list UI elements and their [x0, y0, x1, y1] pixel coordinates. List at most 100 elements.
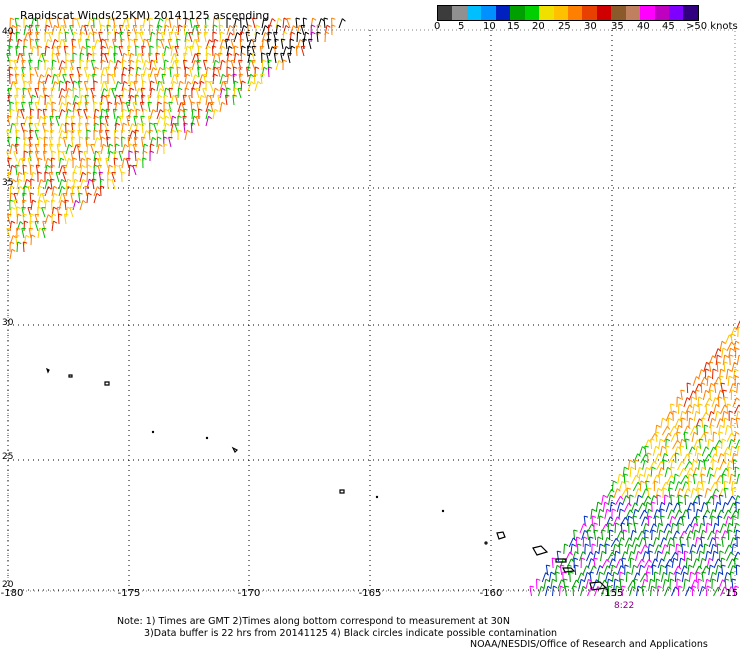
- wind-barb-flag: [39, 199, 44, 203]
- wind-barb-flag: [708, 361, 714, 364]
- wind-barb-flag: [677, 439, 681, 444]
- wind-barb-flag: [331, 17, 336, 20]
- wind-barb-flag: [720, 453, 725, 457]
- note-line-3: NOAA/NESDIS/Office of Research and Appli…: [470, 639, 708, 650]
- wind-barb-flag: [200, 80, 205, 84]
- wind-barb-flag: [80, 59, 85, 62]
- wind-barb: [636, 586, 639, 597]
- wind-barb: [28, 81, 32, 92]
- wind-barb-flag: [735, 509, 739, 514]
- wind-barb: [665, 502, 670, 513]
- wind-barb: [645, 565, 650, 576]
- wind-barb: [121, 109, 124, 120]
- wind-barb-flag: [723, 410, 728, 414]
- wind-barb-flag: [124, 144, 129, 148]
- wind-barb: [134, 94, 137, 106]
- wind-barb-flag: [149, 122, 154, 125]
- wind-barb-flag: [15, 45, 20, 48]
- wind-barb-flag: [72, 17, 77, 20]
- wind-barb: [727, 495, 733, 506]
- wind-barb: [735, 320, 740, 331]
- wind-barb-flag: [683, 530, 688, 535]
- wind-barb: [90, 88, 95, 99]
- wind-barb: [722, 355, 726, 366]
- wind-barb: [9, 144, 13, 155]
- wind-barb: [209, 95, 214, 106]
- wind-barb-flag: [701, 466, 706, 470]
- wind-barb-flag: [221, 87, 226, 91]
- wind-barb-flag: [57, 17, 62, 20]
- wind-barb-flag: [723, 523, 727, 527]
- wind-barb: [7, 158, 11, 169]
- wind-barb: [663, 432, 670, 443]
- wind-barb-flag: [145, 130, 150, 134]
- wind-barb: [184, 66, 186, 78]
- wind-barb-flag: [713, 431, 718, 435]
- wind-barb: [254, 32, 258, 43]
- wind-barb-flag: [724, 586, 728, 590]
- wind-barb: [29, 73, 32, 85]
- wind-barb-flag: [699, 459, 704, 463]
- wind-barb: [233, 87, 236, 99]
- wind-barb-flag: [93, 129, 98, 132]
- wind-barb-flag: [311, 31, 316, 35]
- wind-barb-flag: [214, 87, 219, 91]
- wind-barb: [55, 172, 60, 183]
- wind-barb: [630, 502, 636, 513]
- wind-barb-flag: [11, 220, 16, 224]
- wind-barb-flag: [134, 129, 140, 132]
- wind-barb-flag: [26, 178, 31, 183]
- wind-barb: [69, 207, 74, 218]
- wind-barb-flag: [82, 171, 87, 176]
- wind-barb: [65, 80, 68, 92]
- wind-barb: [177, 102, 182, 113]
- wind-barb: [20, 123, 25, 134]
- wind-barb: [296, 31, 299, 43]
- wind-barb-flag: [696, 536, 701, 540]
- wind-barb-flag: [105, 66, 110, 69]
- wind-barb-flag: [169, 17, 174, 20]
- wind-barb: [712, 551, 715, 562]
- wind-barb-flag: [92, 73, 97, 76]
- wind-barb: [317, 18, 322, 29]
- wind-barb: [633, 523, 637, 534]
- wind-barb: [21, 95, 25, 106]
- wind-barb-flag: [21, 59, 26, 62]
- wind-barb-flag: [625, 495, 630, 499]
- wind-barb: [686, 530, 691, 541]
- wind-barb-flag: [44, 115, 49, 118]
- wind-barb-flag: [22, 213, 27, 216]
- wind-barb-flag: [232, 94, 237, 97]
- wind-barb: [128, 53, 132, 64]
- wind-barb-flag: [159, 67, 164, 71]
- wind-barb-flag: [25, 234, 30, 238]
- wind-barb-flag: [673, 425, 678, 430]
- wind-barb: [104, 116, 109, 127]
- wind-barb-flag: [719, 494, 724, 497]
- wind-barb: [665, 446, 668, 457]
- wind-barb-flag: [93, 80, 98, 83]
- wind-barb: [701, 481, 704, 492]
- wind-barb: [30, 172, 34, 183]
- wind-barb-flag: [668, 502, 673, 506]
- wind-barb-flag: [43, 108, 48, 111]
- wind-barb: [726, 341, 732, 352]
- wind-barb: [134, 18, 137, 29]
- wind-barb-flag: [593, 557, 598, 560]
- wind-barb-flag: [277, 24, 282, 28]
- wind-barb: [30, 95, 33, 106]
- wind-barb-flag: [698, 494, 703, 497]
- wind-barb: [712, 523, 716, 534]
- wind-barb: [21, 60, 25, 71]
- wind-barb-flag: [615, 550, 620, 554]
- wind-barb-flag: [145, 67, 150, 71]
- wind-barb-flag: [72, 45, 77, 48]
- wind-barb-flag: [65, 31, 70, 34]
- wind-barb-flag: [580, 578, 585, 582]
- wind-barb-flag: [658, 473, 664, 476]
- wind-barb-flag: [695, 410, 700, 414]
- colorbar-label: 5: [458, 21, 465, 32]
- wind-barb-flag: [141, 94, 146, 97]
- wind-barb-flag: [10, 108, 15, 112]
- wind-barb: [551, 557, 554, 569]
